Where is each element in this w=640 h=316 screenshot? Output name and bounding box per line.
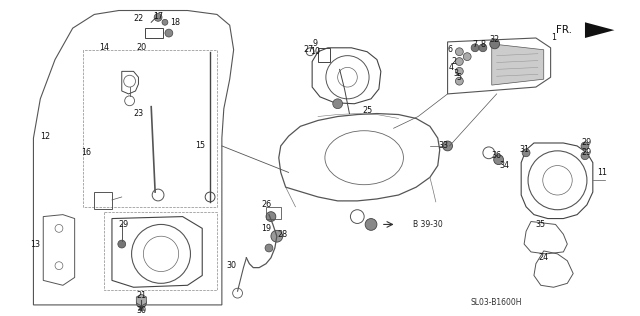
Circle shape bbox=[271, 230, 283, 242]
Text: 12: 12 bbox=[40, 132, 51, 141]
Circle shape bbox=[165, 29, 173, 37]
Circle shape bbox=[443, 141, 452, 151]
Circle shape bbox=[138, 308, 145, 314]
Polygon shape bbox=[492, 44, 544, 85]
Text: FR.: FR. bbox=[556, 25, 572, 35]
Text: 31: 31 bbox=[519, 145, 529, 154]
Circle shape bbox=[471, 44, 479, 52]
Text: 3: 3 bbox=[453, 69, 458, 78]
Text: 14: 14 bbox=[99, 43, 109, 52]
Text: 32: 32 bbox=[490, 35, 500, 45]
Polygon shape bbox=[585, 22, 614, 38]
Text: 21: 21 bbox=[136, 291, 147, 300]
Text: 23: 23 bbox=[133, 109, 143, 118]
Text: SL03-B1600H: SL03-B1600H bbox=[471, 298, 522, 307]
Text: 8: 8 bbox=[481, 40, 485, 49]
Text: 16: 16 bbox=[81, 148, 92, 157]
Text: 30: 30 bbox=[227, 261, 237, 270]
Circle shape bbox=[136, 298, 147, 308]
Text: 34: 34 bbox=[499, 161, 509, 170]
Circle shape bbox=[490, 39, 500, 49]
Circle shape bbox=[456, 67, 463, 75]
Text: 15: 15 bbox=[195, 142, 205, 150]
Text: 13: 13 bbox=[31, 240, 40, 249]
Circle shape bbox=[522, 149, 530, 157]
Text: 7: 7 bbox=[472, 40, 477, 49]
Text: 33: 33 bbox=[438, 142, 449, 150]
Text: B 39-30: B 39-30 bbox=[413, 220, 443, 229]
Text: 1: 1 bbox=[551, 33, 556, 42]
Circle shape bbox=[266, 212, 276, 222]
Text: 9: 9 bbox=[312, 40, 317, 48]
Circle shape bbox=[154, 14, 162, 21]
Circle shape bbox=[456, 58, 463, 65]
Text: 18: 18 bbox=[170, 18, 180, 27]
Text: 6: 6 bbox=[447, 45, 452, 54]
Circle shape bbox=[456, 48, 463, 56]
Polygon shape bbox=[136, 294, 147, 306]
Circle shape bbox=[365, 219, 377, 230]
Text: 11: 11 bbox=[598, 168, 607, 177]
Text: 25: 25 bbox=[362, 106, 372, 115]
Text: 22: 22 bbox=[133, 14, 143, 23]
Text: 2: 2 bbox=[451, 57, 456, 66]
Text: 27: 27 bbox=[303, 45, 314, 54]
Text: 30: 30 bbox=[136, 306, 147, 315]
Circle shape bbox=[118, 240, 125, 248]
Text: 28: 28 bbox=[278, 230, 288, 239]
Text: 36: 36 bbox=[492, 151, 502, 160]
Text: 19: 19 bbox=[261, 224, 271, 233]
Text: 17: 17 bbox=[153, 12, 163, 21]
Circle shape bbox=[333, 99, 342, 109]
Circle shape bbox=[581, 142, 589, 150]
Text: 4: 4 bbox=[449, 63, 454, 72]
Text: 5: 5 bbox=[457, 73, 462, 82]
Text: 20: 20 bbox=[136, 43, 147, 52]
Text: 35: 35 bbox=[536, 220, 546, 229]
Text: 26: 26 bbox=[261, 200, 271, 209]
Circle shape bbox=[493, 155, 504, 165]
Circle shape bbox=[265, 244, 273, 252]
Text: 29: 29 bbox=[582, 148, 592, 157]
Circle shape bbox=[581, 152, 589, 160]
Text: 29: 29 bbox=[582, 138, 592, 148]
Text: 24: 24 bbox=[539, 253, 549, 262]
Circle shape bbox=[463, 53, 471, 61]
Circle shape bbox=[479, 44, 487, 52]
Circle shape bbox=[456, 77, 463, 85]
Text: 29: 29 bbox=[118, 220, 129, 229]
Text: 10: 10 bbox=[310, 47, 320, 56]
Circle shape bbox=[162, 19, 168, 25]
